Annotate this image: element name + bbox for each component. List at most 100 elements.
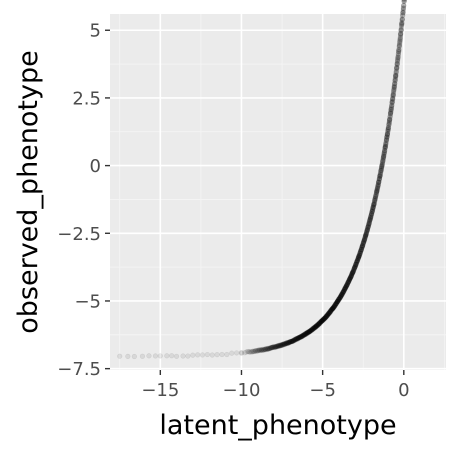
data-point (363, 229, 370, 236)
data-point (377, 174, 383, 180)
data-point (340, 290, 346, 296)
data-point (399, 23, 405, 29)
data-point (331, 303, 338, 309)
data-point (389, 98, 396, 104)
data-point (392, 77, 398, 84)
data-point (265, 345, 272, 351)
data-point (337, 293, 344, 299)
data-point (383, 142, 389, 148)
data-point (299, 333, 306, 339)
data-point (339, 292, 345, 298)
data-point (353, 261, 359, 267)
data-point (393, 73, 399, 79)
data-point (353, 263, 359, 269)
data-point (302, 331, 308, 338)
data-point (248, 349, 254, 355)
data-point (336, 296, 342, 302)
data-point (308, 327, 315, 333)
data-point (359, 244, 365, 251)
data-point (377, 174, 383, 180)
data-point (301, 332, 307, 338)
data-point (367, 215, 374, 222)
data-point (381, 152, 387, 158)
data-point (342, 286, 348, 293)
data-point (371, 202, 377, 208)
data-point (338, 294, 344, 300)
data-point (304, 331, 310, 337)
data-point (371, 202, 377, 208)
data-point (272, 344, 278, 350)
data-point (281, 342, 287, 348)
data-point (310, 325, 316, 331)
data-point (309, 327, 315, 333)
data-point (325, 311, 332, 317)
data-point (281, 341, 287, 347)
data-point (390, 91, 396, 97)
data-point (341, 286, 348, 293)
data-point (351, 266, 357, 272)
data-point (247, 349, 253, 355)
data-point (343, 282, 350, 288)
data-point (379, 160, 385, 166)
data-point (287, 339, 293, 345)
data-point (397, 37, 403, 43)
data-points (117, 0, 407, 360)
data-point (369, 206, 376, 213)
data-point (393, 66, 400, 72)
data-point (269, 344, 276, 350)
data-point (388, 105, 395, 111)
data-point (282, 341, 288, 347)
data-point (336, 297, 342, 303)
data-point (347, 276, 353, 282)
data-point (273, 343, 279, 350)
data-point (381, 150, 387, 156)
data-point (360, 240, 367, 246)
data-point (323, 314, 329, 320)
data-point (262, 346, 268, 353)
data-point (374, 188, 380, 195)
data-point (199, 352, 206, 358)
data-point (350, 269, 356, 275)
data-point (383, 136, 390, 142)
data-point (292, 336, 298, 343)
data-point (369, 208, 375, 214)
data-point (372, 196, 378, 202)
data-point (348, 274, 354, 280)
data-point (352, 264, 358, 270)
data-point (367, 217, 373, 223)
data-point (316, 321, 322, 327)
data-point (347, 275, 353, 281)
data-point (268, 345, 275, 351)
data-point (385, 126, 391, 133)
data-point (366, 219, 372, 225)
data-point (338, 292, 345, 298)
data-point (209, 352, 215, 358)
data-point (321, 315, 327, 321)
data-point (315, 322, 321, 328)
data-point (308, 327, 314, 333)
data-point (320, 317, 326, 323)
data-point (376, 179, 382, 185)
data-point (269, 344, 276, 351)
data-point (380, 155, 386, 161)
data-point (366, 221, 372, 227)
data-point (292, 337, 298, 343)
data-point (289, 339, 295, 345)
data-point (359, 243, 366, 249)
data-point (352, 263, 358, 269)
data-point (320, 316, 326, 323)
data-point (339, 291, 345, 297)
data-point (303, 331, 309, 337)
data-point (392, 81, 398, 87)
data-point (364, 226, 370, 233)
data-point (383, 140, 389, 146)
data-point (298, 334, 304, 340)
data-point (346, 278, 352, 284)
data-point (281, 340, 288, 347)
data-point (360, 239, 367, 245)
data-point (330, 306, 336, 312)
data-point (355, 257, 361, 263)
data-point (394, 62, 400, 68)
data-point (398, 27, 404, 34)
data-point (372, 195, 378, 202)
